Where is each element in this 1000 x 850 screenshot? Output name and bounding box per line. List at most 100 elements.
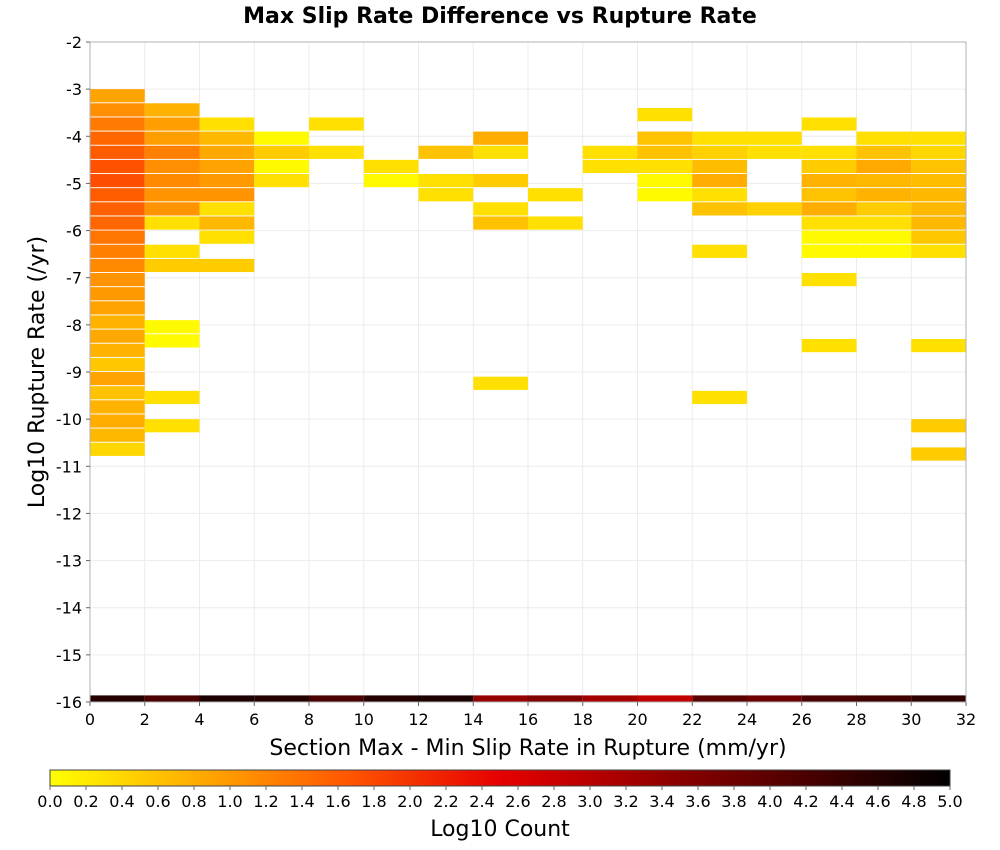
heatmap-cell-bottom-row <box>90 695 145 702</box>
heatmap-cell-bottom-row <box>692 695 747 702</box>
heatmap-cell <box>90 343 145 357</box>
colorbar-tick-label: 2.0 <box>397 792 422 811</box>
x-tick-label: 30 <box>901 710 921 729</box>
heatmap-cell <box>199 174 255 188</box>
colorbar-tick-label: 4.4 <box>829 792 854 811</box>
heatmap-cell <box>473 145 528 159</box>
heatmap-cell <box>144 188 200 202</box>
heatmap-cell <box>856 202 912 216</box>
heatmap-cell <box>692 174 747 188</box>
x-tick-label: 0 <box>85 710 95 729</box>
heatmap-cell-bottom-row <box>418 695 474 702</box>
heatmap-cell <box>692 188 747 202</box>
heatmap-cell <box>90 89 145 103</box>
heatmap-cell <box>911 145 966 159</box>
heatmap-cell <box>90 400 145 414</box>
heatmap-cell <box>856 159 912 174</box>
heatmap-cell <box>801 188 857 202</box>
x-tick-label: 16 <box>518 710 538 729</box>
heatmap-cell <box>144 258 200 273</box>
y-tick-label: -2 <box>66 33 82 52</box>
x-axis-ticks: 0 2 4 6 8 10 12 14 16 18 20 22 24 26 28 30 32 <box>85 702 976 729</box>
heatmap-cell <box>90 442 145 456</box>
heatmap-cell <box>473 376 528 390</box>
x-tick-label: 22 <box>682 710 702 729</box>
heatmap-cell <box>90 174 145 188</box>
heatmap-cell-bottom-row <box>144 695 200 702</box>
y-tick-label: -4 <box>66 127 82 146</box>
heatmap-cell <box>911 216 966 230</box>
heatmap-cell <box>692 244 747 258</box>
colorbar-tick-label: 3.6 <box>685 792 710 811</box>
colorbar-tick-label: 4.8 <box>901 792 926 811</box>
heatmap-cell <box>418 174 474 188</box>
y-tick-label: -15 <box>56 646 82 665</box>
heatmap-cell-bottom-row <box>911 695 966 702</box>
colorbar-tick-label: 2.8 <box>541 792 566 811</box>
colorbar-tick-label: 4.2 <box>793 792 818 811</box>
heatmap-cell-bottom-row <box>309 695 364 702</box>
heatmap-cell <box>473 131 528 145</box>
heatmap-cell-bottom-row <box>363 695 419 702</box>
heatmap-cell <box>309 117 364 131</box>
heatmap-cell <box>801 174 857 188</box>
heatmap-cell <box>856 188 912 202</box>
heatmap-cell <box>801 244 857 258</box>
x-tick-label: 18 <box>573 710 593 729</box>
colorbar-ticks: 0.0 0.2 0.4 0.6 0.8 1.0 1.2 1.4 1.6 1.8 2.0 2.2 2.4 2… <box>37 786 963 811</box>
colorbar-tick-label: 4.0 <box>757 792 782 811</box>
heatmap-cell-bottom-row <box>528 695 583 702</box>
heatmap-cell <box>90 315 145 329</box>
heatmap-cell <box>473 174 528 188</box>
heatmap-cell <box>418 145 474 159</box>
x-axis-label: Section Max - Min Slip Rate in Rupture (… <box>269 736 786 761</box>
heatmap-cell-bottom-row <box>254 695 309 702</box>
heatmap-cell <box>199 230 255 244</box>
heatmap-cell <box>692 145 747 159</box>
colorbar-tick-label: 1.8 <box>361 792 386 811</box>
heatmap-cell <box>254 174 309 188</box>
heatmap-cell <box>747 131 802 145</box>
colorbar-tick-label: 0.0 <box>37 792 62 811</box>
heatmap-cell <box>199 188 255 202</box>
heatmap-cell-bottom-row <box>856 695 912 702</box>
heatmap-cell <box>144 320 200 334</box>
x-tick-label: 10 <box>354 710 374 729</box>
heatmap-cell <box>144 145 200 159</box>
colorbar-tick-label: 0.2 <box>73 792 98 811</box>
heatmap-cell <box>90 329 145 343</box>
heatmap-cells <box>90 89 966 702</box>
y-tick-label: -3 <box>66 80 82 99</box>
heatmap-cell <box>801 145 857 159</box>
colorbar-tick-label: 5.0 <box>937 792 962 811</box>
heatmap-cell <box>801 230 857 244</box>
heatmap-cell <box>801 273 857 287</box>
x-tick-label: 12 <box>408 710 428 729</box>
heatmap-cell <box>856 131 912 145</box>
heatmap-cell <box>144 202 200 216</box>
x-tick-label: 14 <box>463 710 483 729</box>
heatmap-cell <box>692 390 747 405</box>
colorbar-tick-label: 0.8 <box>181 792 206 811</box>
heatmap-cell <box>637 159 693 174</box>
heatmap-cell <box>90 145 145 159</box>
colorbar-tick-label: 1.6 <box>325 792 350 811</box>
y-tick-label: -14 <box>56 599 82 618</box>
heatmap-cell <box>144 159 200 174</box>
y-tick-label: -13 <box>56 552 82 571</box>
heatmap-cell <box>199 159 255 174</box>
x-tick-label: 20 <box>627 710 647 729</box>
heatmap-cell <box>90 188 145 202</box>
heatmap-cell <box>90 301 145 315</box>
colorbar-tick-label: 3.2 <box>613 792 638 811</box>
colorbar-tick-label: 0.4 <box>109 792 134 811</box>
heatmap-cell <box>90 216 145 230</box>
heatmap-cell <box>144 334 200 348</box>
x-tick-label: 28 <box>846 710 866 729</box>
heatmap-cell <box>747 202 802 216</box>
colorbar-tick-label: 3.0 <box>577 792 602 811</box>
heatmap-cell <box>144 419 200 433</box>
heatmap-cell-bottom-row <box>801 695 857 702</box>
heatmap-cell <box>199 117 255 131</box>
